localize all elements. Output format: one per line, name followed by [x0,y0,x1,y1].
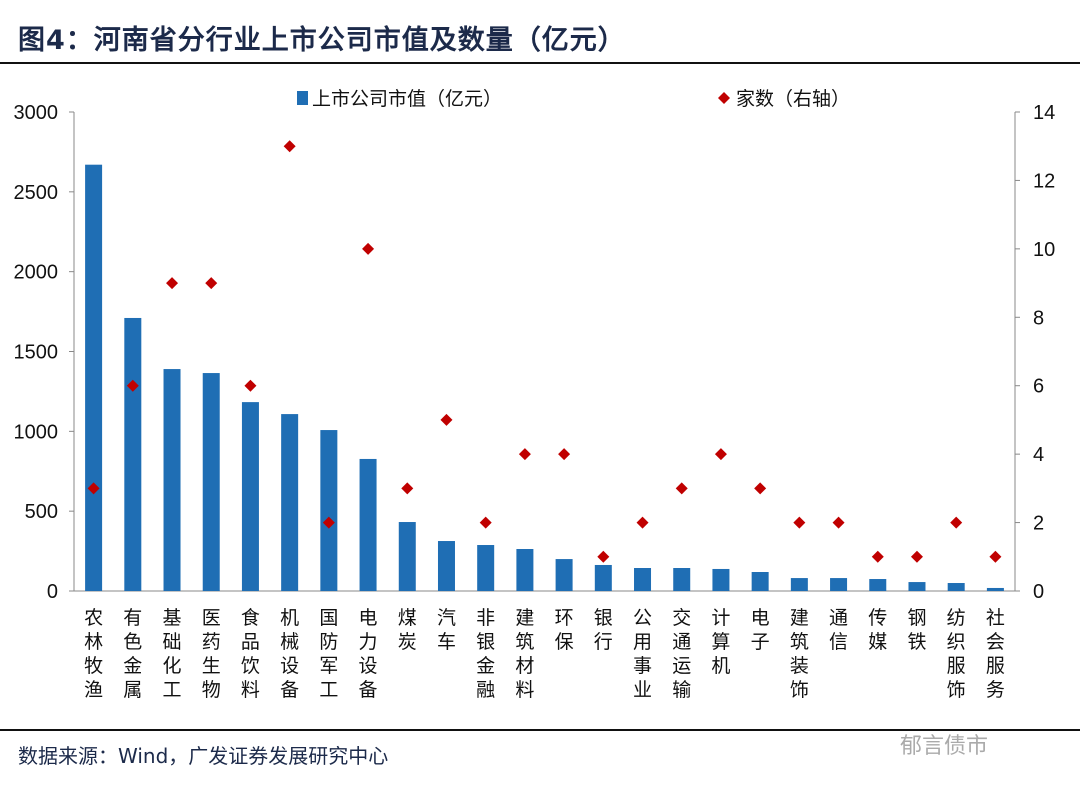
category-label: 医药生物 [202,607,221,701]
category-label: 钢铁 [907,607,926,653]
point-社会服务 [989,550,1002,563]
point-煤炭 [401,482,414,495]
left-tick-label: 3000 [14,102,59,124]
category-label: 国防军工 [319,607,338,701]
category-label: 传媒 [868,607,887,653]
right-tick-label: 8 [1033,307,1044,329]
category-label: 非银金融 [476,607,495,701]
category-label: 食品饮料 [241,607,260,701]
chart-title: 图4：河南省分行业上市公司市值及数量（亿元） [18,25,626,56]
legend-bar-swatch [297,91,308,105]
bar-医药生物 [202,373,220,591]
point-非银金融 [479,516,492,529]
right-tick-label: 0 [1033,581,1044,603]
point-电力设备 [362,242,375,255]
left-tick-label: 1500 [14,342,59,364]
category-label: 汽车 [437,607,456,653]
point-计算机 [714,448,727,461]
left-tick-label: 2500 [14,182,59,204]
point-汽车 [440,413,453,426]
bar-计算机 [712,568,730,591]
category-label: 银行 [594,607,613,653]
point-交通运输 [675,482,688,495]
bar-建筑装饰 [790,578,808,591]
point-农林牧渔 [87,482,100,495]
point-环保 [558,448,571,461]
point-通信 [832,516,845,529]
bar-农林牧渔 [85,164,103,591]
point-建筑材料 [518,448,531,461]
category-label: 建筑材料 [515,607,534,701]
category-label: 电力设备 [359,607,378,701]
left-tick-label: 1000 [14,421,59,443]
point-钢铁 [910,550,923,563]
category-label: 基础化工 [163,607,182,701]
point-传媒 [871,550,884,563]
point-食品饮料 [244,379,257,392]
category-label: 交通运输 [672,607,691,701]
bar-公用事业 [634,568,652,591]
point-国防军工 [322,516,335,529]
point-基础化工 [166,277,179,290]
bar-煤炭 [398,522,416,591]
category-label: 农林牧渔 [84,607,103,701]
right-tick-label: 4 [1033,444,1044,466]
bar-电力设备 [359,458,377,591]
category-label: 社会服务 [986,607,1005,701]
category-label: 煤炭 [398,607,417,653]
point-建筑装饰 [793,516,806,529]
footer-divider [0,729,1080,731]
category-label: 电子 [751,607,770,653]
legend-bar-label: 上市公司市值（亿元） [312,88,502,110]
bar-有色金属 [124,317,142,591]
bar-国防军工 [320,430,338,591]
bar-食品饮料 [241,402,259,591]
point-纺织服饰 [950,516,963,529]
right-tick-label: 6 [1033,376,1044,398]
point-医药生物 [205,277,218,290]
category-label: 计算机 [711,607,730,677]
category-label: 公用事业 [633,607,652,701]
point-银行 [597,550,610,563]
bar-电子 [751,571,769,591]
bar-环保 [555,559,573,591]
left-tick-label: 500 [25,501,58,523]
legend-point-swatch [718,92,730,104]
right-tick-label: 10 [1033,239,1055,261]
bar-非银金融 [477,545,495,591]
legend-point-label: 家数（右轴） [736,88,850,110]
bar-钢铁 [908,582,926,591]
bar-机械设备 [281,414,299,591]
left-tick-label: 0 [47,581,58,603]
point-有色金属 [126,379,139,392]
category-label: 机械设备 [280,607,299,701]
source-note: 数据来源：Wind，广发证券发展研究中心 [18,744,389,768]
bar-通信 [830,578,848,591]
right-tick-label: 12 [1033,170,1055,192]
category-label: 通信 [829,607,848,653]
bar-纺织服饰 [947,583,965,591]
category-label: 纺织服饰 [947,607,966,701]
bar-汽车 [437,541,455,591]
bar-基础化工 [163,369,181,591]
bar-建筑材料 [516,549,534,591]
watermark: 郁言债市 [900,734,989,759]
point-机械设备 [283,140,296,153]
bar-社会服务 [986,587,1004,591]
point-电子 [754,482,767,495]
category-label: 建筑装饰 [790,607,809,701]
category-label: 有色金属 [123,607,142,701]
right-tick-label: 14 [1033,102,1055,124]
title-divider [0,62,1080,64]
bar-银行 [594,564,612,591]
bar-交通运输 [673,568,691,591]
left-tick-label: 2000 [14,262,59,284]
point-公用事业 [636,516,649,529]
bar-传媒 [869,579,887,591]
right-tick-label: 2 [1033,513,1044,535]
category-label: 环保 [555,607,574,653]
